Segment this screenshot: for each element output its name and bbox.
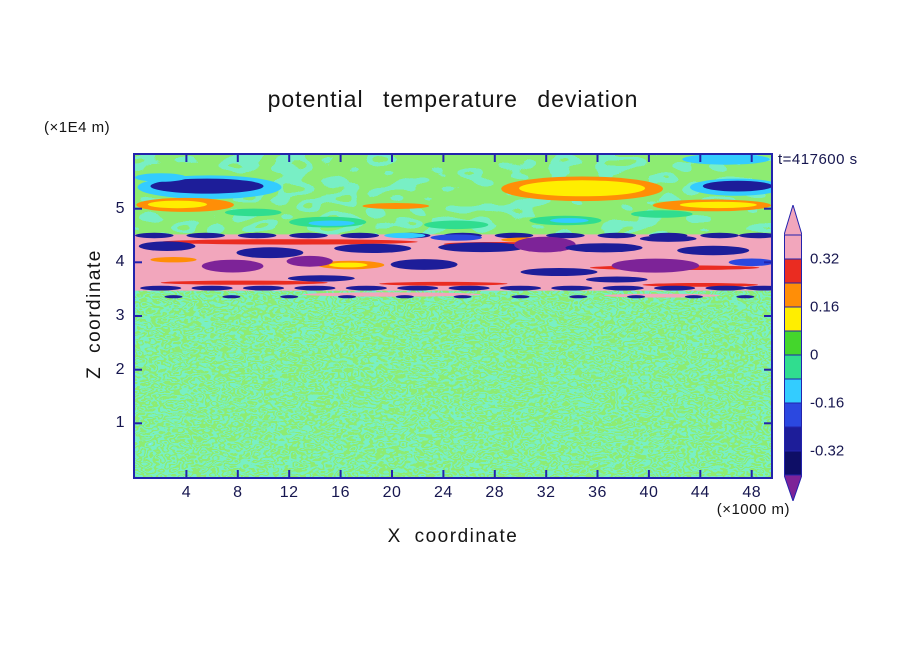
colorbar-segment (784, 378, 802, 404)
time-annotation: t=417600 s (778, 151, 858, 168)
colorbar-segment (784, 306, 802, 332)
x-tick-label: 40 (639, 484, 659, 501)
y-tick-label: 1 (115, 414, 125, 432)
x-tick-label: 4 (181, 484, 192, 501)
colorbar-segment (784, 450, 802, 476)
x-tick-label: 16 (331, 484, 350, 501)
colorbar (783, 203, 803, 506)
colorbar-tick-label: 0.16 (810, 298, 840, 316)
colorbar-segment (784, 354, 802, 380)
colorbar-tick-label: 0.32 (810, 250, 840, 268)
x-tick-label: 20 (382, 484, 402, 501)
y-axis-unit-label: (×1E4 m) (44, 119, 111, 136)
colorbar-scale (783, 203, 803, 503)
contour-field (135, 155, 771, 477)
x-tick-label: 28 (485, 484, 505, 501)
plot-area (133, 153, 773, 479)
y-tick-label: 5 (115, 199, 125, 217)
colorbar-arrow-top (783, 203, 803, 236)
x-tick-label: 48 (742, 484, 762, 501)
chart-title: potential temperature deviation (267, 86, 639, 112)
colorbar-segment (784, 402, 802, 428)
x-axis-unit-label: (×1000 m) (716, 501, 790, 518)
colorbar-tick-label: 0 (810, 346, 819, 364)
x-tick-label: 44 (690, 484, 710, 501)
x-tick-label: 36 (588, 484, 607, 501)
colorbar-tick-label: -0.32 (810, 442, 845, 460)
colorbar-arrow-bottom (783, 474, 803, 503)
colorbar-segment (784, 426, 802, 452)
colorbar-segment (784, 258, 802, 284)
colorbar-segment (784, 330, 802, 356)
x-tick-label: 8 (233, 484, 243, 501)
x-axis-title: X coordinate (387, 526, 519, 547)
x-tick-label: 32 (536, 484, 556, 501)
y-axis-title: Z coordinate (84, 249, 105, 379)
x-tick-label: 24 (433, 484, 453, 501)
colorbar-segment (784, 234, 802, 260)
colorbar-segment (784, 282, 802, 308)
colorbar-tick-label: -0.16 (810, 394, 845, 412)
x-tick-label: 12 (279, 484, 299, 501)
